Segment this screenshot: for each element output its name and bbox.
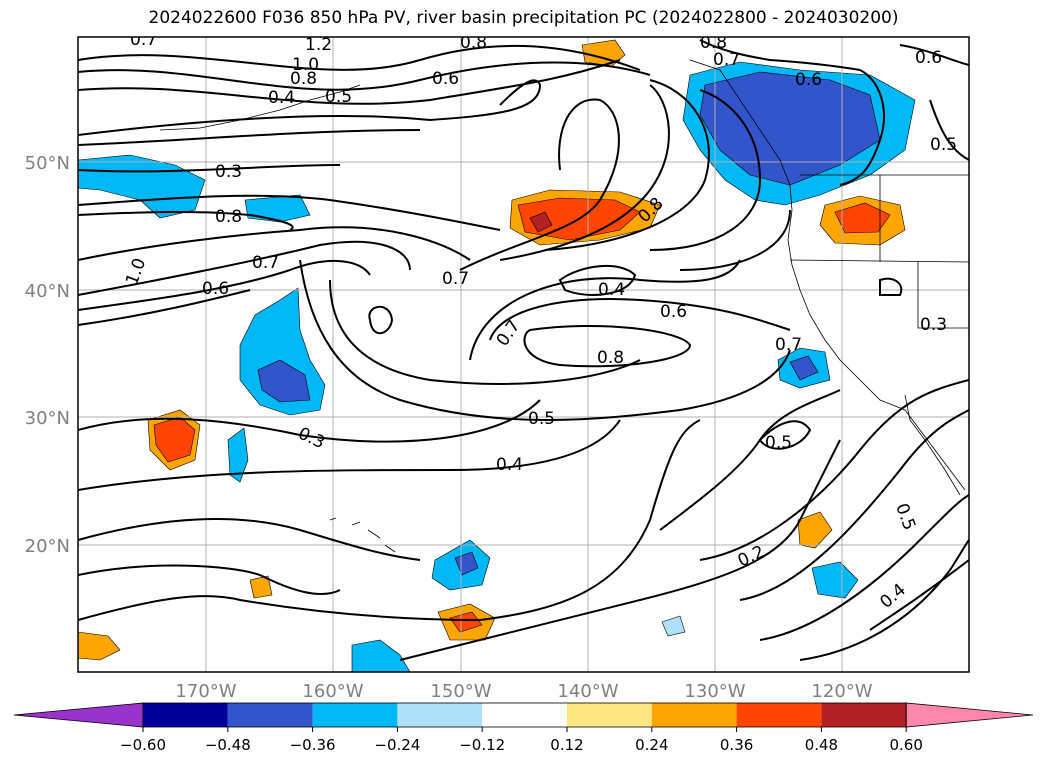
border-state1 xyxy=(789,259,969,263)
colorbar-tick-label: −0.12 xyxy=(459,736,505,754)
colorbar-bin xyxy=(143,703,228,727)
contour-label: 0.5 xyxy=(528,409,555,429)
lat-label: 40°N xyxy=(25,281,70,302)
border-state3 xyxy=(917,262,969,329)
contour-label: 1.2 xyxy=(305,35,332,55)
contour-label: 0.4 xyxy=(598,280,625,300)
colorbar-extend-high xyxy=(905,702,1034,728)
contour-label: 0.8 xyxy=(215,207,242,227)
gridlines xyxy=(78,37,969,672)
shade-negative-baja-core xyxy=(789,355,819,381)
contour-label: 0.6 xyxy=(660,302,687,322)
contour-label: 0.8 xyxy=(290,69,317,89)
contour-label: 0.3 xyxy=(215,162,242,182)
contour-label: 0.5 xyxy=(930,135,957,155)
map-content: 0.7 1.2 0.8 1.0 0.8 0.6 0.4 0.5 0.8 0.7 … xyxy=(78,30,969,672)
contour-label: 0.6 xyxy=(432,69,459,89)
contour-label: 0.4 xyxy=(496,455,523,475)
contour-label: 0.8 xyxy=(597,348,624,368)
colorbar-bin xyxy=(736,703,822,727)
colorbar-bin xyxy=(821,703,907,727)
colorbar-extend-low xyxy=(13,702,144,728)
contour-label: 0.6 xyxy=(915,48,942,68)
contour-label: 0.4 xyxy=(268,88,295,108)
lon-label: 170°W xyxy=(175,681,236,702)
colorbar-bin xyxy=(312,703,398,727)
lon-label: 140°W xyxy=(557,681,618,702)
colorbar-outline xyxy=(142,702,907,728)
contour-label: 0.7 xyxy=(130,30,157,50)
colorbar-tick-label: 0.12 xyxy=(550,736,583,754)
colorbar: −0.60 −0.48 −0.36 −0.24 −0.12 0.12 0.24 0.36 0.4… xyxy=(13,702,1034,754)
shade-positive-hawaii-core xyxy=(449,611,483,633)
lon-label: 120°W xyxy=(811,681,872,702)
contour-label: 0.6 xyxy=(202,279,229,299)
contour-label: 0.7 xyxy=(713,50,740,70)
shade-negative-central-core xyxy=(257,359,311,403)
lat-label: 30°N xyxy=(25,408,70,429)
colorbar-bin xyxy=(397,703,483,727)
pv-contours xyxy=(78,39,969,661)
shade-negative-bottom xyxy=(351,639,411,672)
hawaii-islands xyxy=(329,517,396,553)
contour-label: 0.5 xyxy=(765,433,792,453)
lat-labels: 50°N 40°N 30°N 20°N xyxy=(25,153,70,557)
contour-label: 0.7 xyxy=(775,335,802,355)
shade-positive-south xyxy=(797,511,833,549)
shade-negative-south xyxy=(811,561,859,599)
lon-label: 130°W xyxy=(684,681,745,702)
shade-positive-mid-peak xyxy=(529,211,553,233)
contour-label: 0.7 xyxy=(442,269,469,289)
contour-label: 0.6 xyxy=(795,70,822,90)
contour-label: 0.3 xyxy=(920,315,947,335)
coastline-na xyxy=(689,59,966,491)
shade-positive-left xyxy=(78,631,121,661)
map-frame xyxy=(77,36,970,673)
colorbar-tick-label: 0.48 xyxy=(805,736,838,754)
colorbar-tick-label: 0.24 xyxy=(635,736,668,754)
lat-label: 50°N xyxy=(25,153,70,174)
lat-label: 20°N xyxy=(25,536,70,557)
lon-label: 150°W xyxy=(430,681,491,702)
lon-label: 160°W xyxy=(302,681,363,702)
lon-labels: 170°W 160°W 150°W 140°W 130°W 120°W xyxy=(175,681,872,702)
map-title: 2024022600 F036 850 hPa PV, river basin … xyxy=(148,8,899,28)
contour-label: 0.8 xyxy=(460,33,487,53)
shade-negative-small1 xyxy=(227,427,249,483)
colorbar-tick-label: 0.36 xyxy=(720,736,753,754)
shade-negative-pnw-core xyxy=(699,71,881,186)
contour-label: 0.5 xyxy=(325,87,352,107)
colorbar-tick-label: −0.24 xyxy=(374,736,420,754)
colorbar-bin xyxy=(482,703,567,727)
contour-label: 0.8 xyxy=(700,33,727,53)
aleutians xyxy=(159,84,361,131)
colorbar-bin xyxy=(651,703,737,727)
colorbar-bin xyxy=(227,703,313,727)
contour-label: 1.0 xyxy=(292,55,319,75)
colorbar-tick-label: 0.60 xyxy=(889,736,922,754)
shade-positive-interior-core xyxy=(834,202,891,234)
shade-negative-tiny xyxy=(661,615,686,637)
shade-positive-small xyxy=(249,575,273,599)
precip-shading xyxy=(78,39,916,672)
colorbar-tick-label: −0.48 xyxy=(205,736,251,754)
colorbar-tick-label: −0.60 xyxy=(120,736,166,754)
colorbar-bin xyxy=(567,703,652,727)
colorbar-tick-label: −0.36 xyxy=(290,736,336,754)
contour-label: 0.7 xyxy=(252,253,279,273)
